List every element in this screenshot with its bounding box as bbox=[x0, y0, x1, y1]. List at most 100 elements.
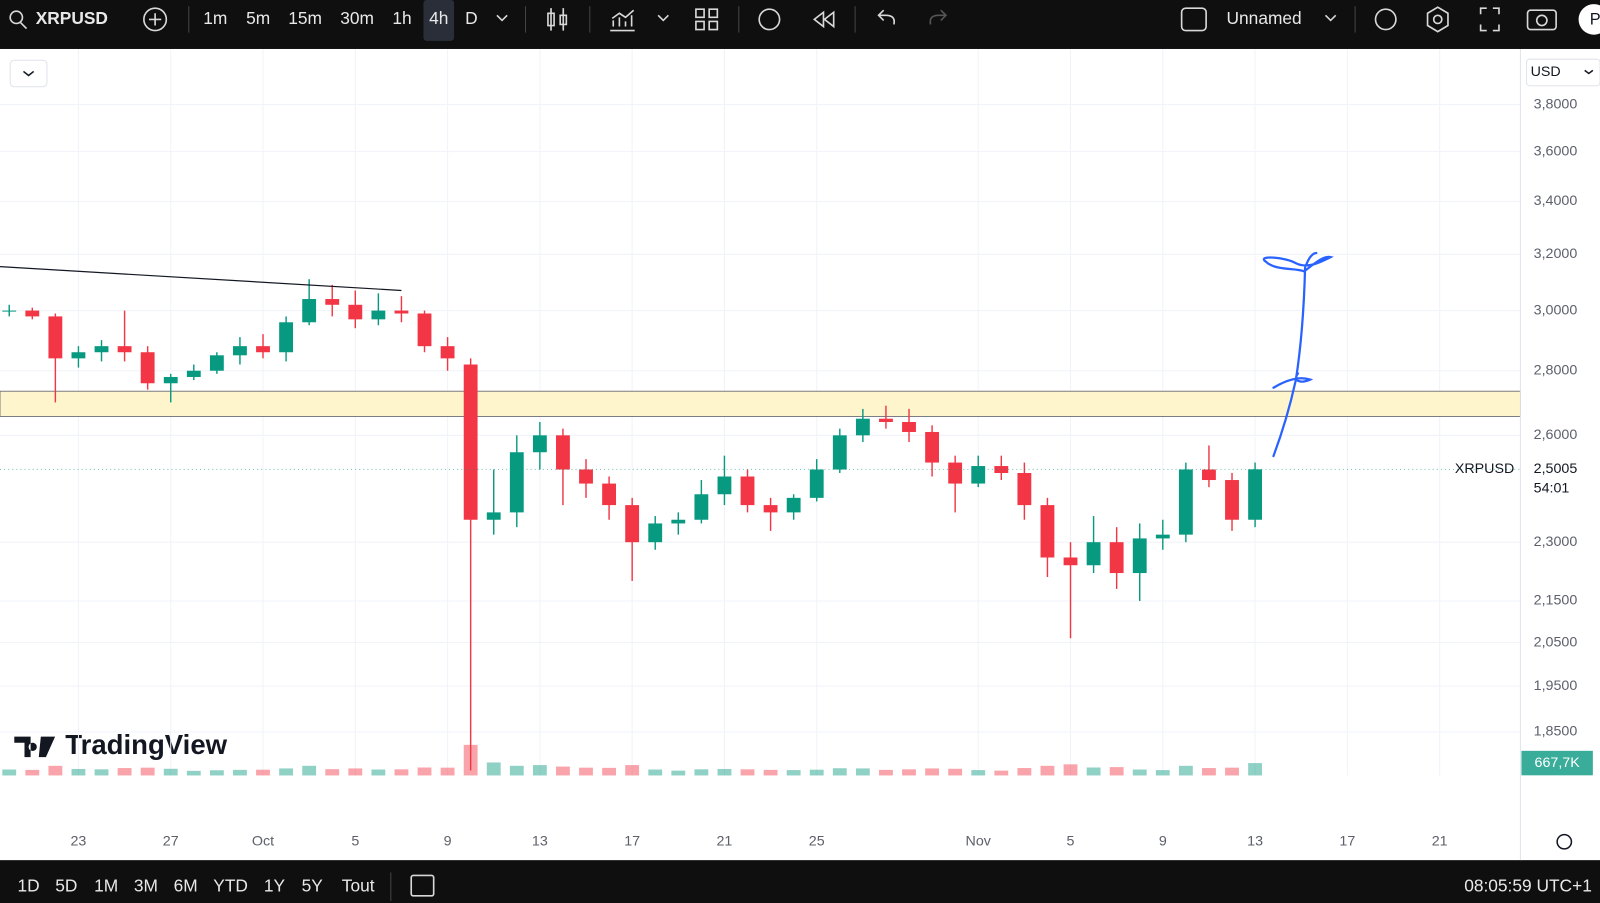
range-button[interactable]: 1M bbox=[94, 875, 118, 895]
candle-body bbox=[832, 435, 847, 470]
layout-name[interactable]: Unnamed bbox=[1227, 8, 1302, 28]
volume-bar bbox=[94, 769, 109, 776]
layout-icon[interactable] bbox=[695, 8, 719, 31]
volume-bar bbox=[809, 769, 824, 776]
volume-bar bbox=[279, 768, 294, 776]
active-interval-bg bbox=[423, 0, 455, 41]
range-button[interactable]: 1Y bbox=[264, 875, 286, 895]
layout-checkbox[interactable] bbox=[1180, 7, 1207, 32]
fullscreen-icon[interactable] bbox=[1479, 7, 1500, 32]
interval[interactable]: 4h bbox=[429, 8, 448, 28]
candle-body bbox=[532, 435, 547, 453]
candle-body bbox=[948, 462, 963, 484]
avatar[interactable] bbox=[1578, 4, 1600, 35]
settings-icon[interactable] bbox=[1556, 833, 1573, 850]
candle-body bbox=[186, 370, 201, 377]
volume-bar bbox=[786, 770, 801, 776]
range-button[interactable]: 6M bbox=[174, 875, 198, 895]
currency-button[interactable] bbox=[1526, 58, 1600, 87]
candle-body bbox=[971, 466, 986, 484]
redo-icon[interactable] bbox=[929, 9, 948, 25]
range-button[interactable]: 5D bbox=[55, 875, 77, 895]
y-tick-label: 2,0500 bbox=[1534, 634, 1578, 650]
quick-search-icon[interactable] bbox=[1374, 8, 1397, 31]
settings-icon[interactable] bbox=[1426, 6, 1449, 33]
replay-icon[interactable] bbox=[812, 10, 835, 29]
dropdown[interactable] bbox=[657, 14, 669, 22]
interval[interactable]: 1h bbox=[392, 8, 411, 28]
y-tick-label: 2,1500 bbox=[1534, 593, 1578, 609]
range-button[interactable]: 1D bbox=[17, 875, 39, 895]
candle-body bbox=[1155, 534, 1170, 539]
volume-bar bbox=[71, 768, 86, 776]
alert-icon[interactable] bbox=[758, 8, 781, 31]
add-symbol[interactable] bbox=[143, 7, 168, 32]
candle-body bbox=[1017, 473, 1032, 506]
volume-bar bbox=[233, 769, 247, 776]
dropdown[interactable] bbox=[1324, 14, 1337, 22]
range-button[interactable]: 3M bbox=[134, 875, 158, 895]
candle-body bbox=[1063, 557, 1078, 566]
volume-bar bbox=[948, 768, 963, 776]
symbol[interactable]: XRPUSD bbox=[36, 8, 108, 28]
candle-body bbox=[2, 310, 17, 312]
candle-body bbox=[579, 469, 593, 484]
screenshot-icon bbox=[1535, 14, 1548, 27]
x-tick-label: 13 bbox=[532, 834, 548, 850]
volume-bar bbox=[648, 769, 663, 776]
volume-bar bbox=[671, 770, 686, 776]
x-tick-label: 9 bbox=[444, 834, 452, 850]
interval[interactable]: D bbox=[465, 8, 478, 28]
interval[interactable]: 15m bbox=[288, 8, 322, 28]
candle-body bbox=[1202, 469, 1216, 481]
volume-bar bbox=[694, 769, 709, 776]
last-price-symbol: XRPUSD bbox=[1455, 461, 1514, 477]
interval[interactable]: 1m bbox=[203, 8, 227, 28]
candle-body bbox=[740, 476, 755, 506]
y-tick-label: 2,6000 bbox=[1534, 427, 1578, 443]
candle-body bbox=[786, 497, 801, 513]
logo-mark bbox=[14, 736, 56, 758]
candle-body bbox=[394, 310, 409, 314]
dropdown[interactable] bbox=[496, 14, 508, 22]
add-icon bbox=[148, 13, 162, 26]
x-tick-label: 9 bbox=[1159, 834, 1167, 850]
y-tick-label: 3,6000 bbox=[1534, 143, 1578, 159]
plot: 23 27 Oct 5 9 13 17 21 25 Nov 5 9 13 17 21 3,8000 3,6000… bbox=[0, 48, 1593, 861]
currency[interactable]: USD bbox=[1531, 64, 1561, 80]
volume-bar bbox=[532, 765, 547, 776]
volume-bar bbox=[902, 769, 916, 776]
range-button[interactable]: Tout bbox=[342, 875, 375, 895]
screenshot-icon[interactable] bbox=[1526, 9, 1557, 31]
x-tick-label: 17 bbox=[1339, 834, 1355, 850]
x-tick-label: 25 bbox=[809, 834, 825, 850]
interval[interactable]: 5m bbox=[246, 8, 270, 28]
volume-label-bg bbox=[1521, 750, 1593, 776]
volume-bar bbox=[140, 767, 155, 776]
date-range-icon[interactable] bbox=[410, 874, 435, 897]
volume-bar bbox=[832, 768, 847, 776]
indicators-icon[interactable] bbox=[610, 9, 635, 32]
x-tick-label: 13 bbox=[1247, 834, 1263, 850]
collapse-button[interactable] bbox=[9, 59, 48, 88]
volume-bar bbox=[1155, 770, 1170, 776]
volume-bar bbox=[1225, 767, 1239, 776]
countdown: 54:01 bbox=[1534, 480, 1570, 496]
x-tick-label: 23 bbox=[71, 834, 87, 850]
candle-body bbox=[855, 418, 870, 436]
volume-bar bbox=[879, 769, 893, 776]
volume-bar bbox=[1202, 768, 1216, 776]
range-button[interactable]: 5Y bbox=[302, 875, 324, 895]
x-tick-label: 17 bbox=[624, 834, 640, 850]
volume-bar bbox=[186, 770, 201, 776]
undo-icon[interactable] bbox=[877, 9, 896, 25]
range-button[interactable]: YTD bbox=[213, 875, 248, 895]
interval[interactable]: 30m bbox=[340, 8, 374, 28]
candle-body bbox=[1132, 538, 1147, 574]
trendline bbox=[0, 266, 402, 292]
chart-type-icon[interactable] bbox=[547, 8, 568, 31]
volume-bar bbox=[556, 766, 570, 776]
search-icon[interactable] bbox=[9, 10, 24, 25]
candle-body bbox=[1225, 480, 1239, 520]
